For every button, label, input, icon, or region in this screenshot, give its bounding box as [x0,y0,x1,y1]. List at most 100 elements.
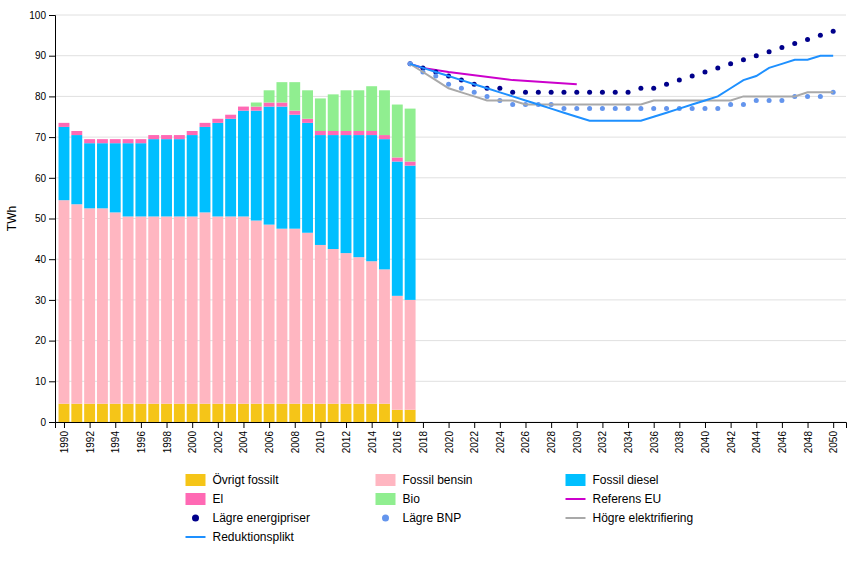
x-tick-mark [141,422,142,428]
bar [135,404,146,422]
bar [71,130,82,131]
bar [200,212,211,403]
bar [148,404,159,422]
bar-series [251,82,416,161]
x-tick: 2006 [264,422,275,453]
y-tick: 80 [35,91,55,102]
x-tick: 2018 [418,422,429,453]
point [664,106,669,111]
x-tick-mark [320,422,321,428]
point [805,37,810,42]
bar [353,131,364,135]
bar [174,139,185,216]
x-tick-label: 2032 [597,431,608,454]
bar [392,157,403,161]
point [600,90,605,95]
x-tick: 2046 [777,422,788,453]
y-tick-mark [49,381,55,382]
legend-label: El [213,492,224,506]
bar [187,216,198,403]
bar [135,143,146,216]
y-tick: 50 [35,213,55,224]
grid [55,15,846,422]
bar [353,135,364,257]
bar [161,216,172,403]
x-tick: 1994 [110,422,121,453]
x-tick-mark [679,422,680,428]
point [561,106,566,111]
bar [328,249,339,404]
bar [84,208,95,403]
point [792,41,797,46]
legend-swatch [186,493,206,505]
bar [302,123,313,233]
bar [315,245,326,404]
bar [225,114,236,115]
bar [251,404,262,422]
legend-swatch [376,493,396,505]
x-tick: 2008 [290,422,301,453]
bar [161,404,172,422]
x-tick-mark [346,422,347,428]
x-tick: 2034 [623,422,634,453]
bar [315,131,326,135]
x-tick-label: 2004 [238,431,249,454]
bar [392,296,403,410]
point [715,65,720,70]
y-tick-label: 0 [40,417,46,428]
x-tick: 1990 [59,422,70,453]
bar [225,404,236,422]
bar [123,139,134,143]
y-tick-mark [49,300,55,301]
bar [405,166,416,300]
x-tick-label: 2022 [469,431,480,454]
bar [97,404,108,422]
bar [264,225,275,404]
x-tick: 2036 [649,422,660,453]
point [651,86,656,91]
legend-swatch [566,498,586,500]
bar [251,111,262,221]
y-tick: 40 [35,254,55,265]
x-tick-mark [372,422,373,428]
bar [59,123,70,127]
point [715,106,720,111]
legend-label: Fossil bensin [403,473,473,487]
bar [97,208,108,403]
x-tick-label: 2038 [674,431,685,454]
point [664,82,669,87]
legend-label: Lägre BNP [403,511,462,525]
y-tick-label: 50 [35,213,47,224]
bar [379,139,390,269]
bar [353,404,364,422]
bar [200,122,211,123]
x-tick-mark [90,422,91,428]
x-tick-label: 1990 [59,431,70,454]
bar [328,135,339,249]
point [497,86,502,91]
x-tick-mark [654,422,655,428]
bar [238,107,249,111]
bar [392,410,403,422]
bar [148,135,159,136]
legend-item: Högre elektrifiering [566,511,694,525]
x-tick-mark [782,422,783,428]
line [410,56,833,121]
x-tick: 1992 [85,422,96,453]
bar [251,221,262,404]
bar [405,162,416,166]
x-tick: 2020 [444,422,455,453]
bar [276,404,287,422]
grid-line [55,177,846,178]
grid-line [55,96,846,97]
x-tick-mark [192,422,193,428]
bar [71,135,82,204]
point [523,90,528,95]
x-tick-mark [397,422,398,428]
point [510,90,515,95]
y-axis-title: TWh [5,206,19,231]
x-tick: 2022 [469,422,480,453]
bar [328,131,339,135]
bar [110,139,121,140]
x-tick-mark [808,422,809,428]
